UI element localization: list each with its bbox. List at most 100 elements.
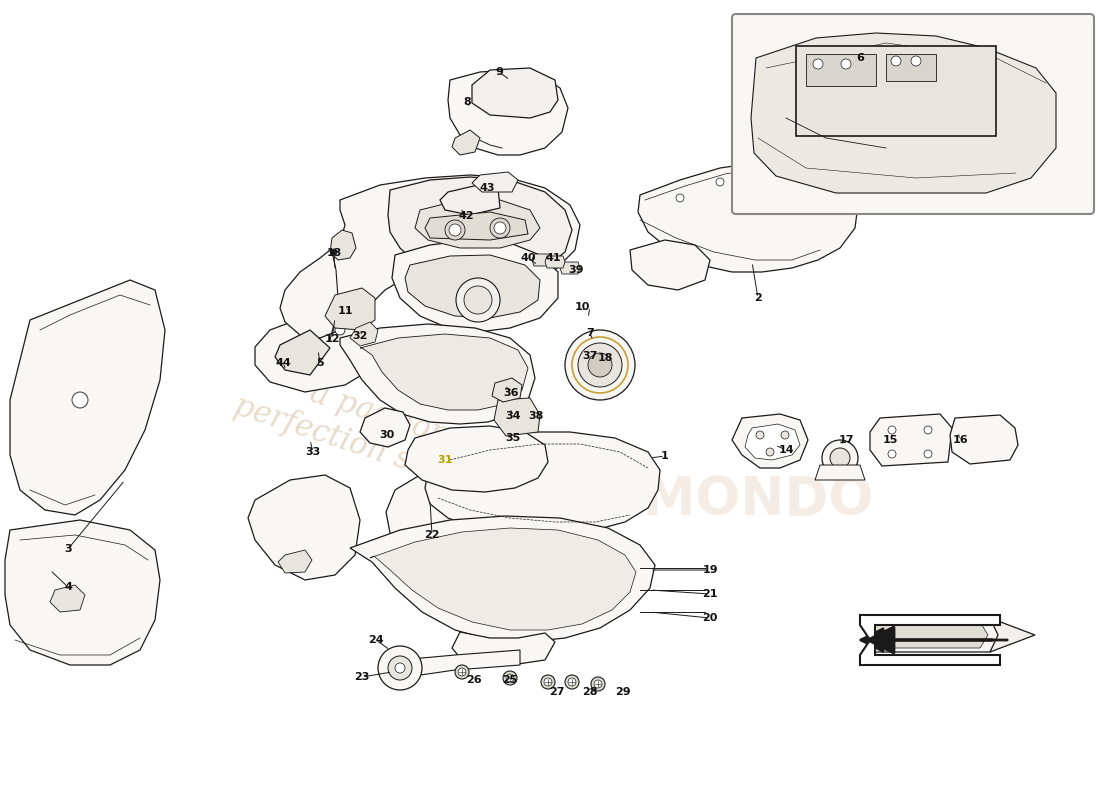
Polygon shape xyxy=(275,330,330,375)
Circle shape xyxy=(458,668,466,676)
Circle shape xyxy=(449,224,461,236)
Text: 36: 36 xyxy=(504,388,519,398)
Polygon shape xyxy=(248,475,360,580)
Text: 12: 12 xyxy=(324,334,340,344)
Text: 9: 9 xyxy=(495,67,503,77)
Circle shape xyxy=(455,665,469,679)
Circle shape xyxy=(822,440,858,476)
Text: 34: 34 xyxy=(505,411,520,421)
Text: 44: 44 xyxy=(275,358,290,368)
Polygon shape xyxy=(340,324,535,424)
Circle shape xyxy=(911,56,921,66)
Circle shape xyxy=(842,59,851,69)
Circle shape xyxy=(331,249,337,255)
Circle shape xyxy=(924,426,932,434)
Text: 37: 37 xyxy=(582,351,597,361)
Text: a passion for
perfection since 1985: a passion for perfection since 1985 xyxy=(230,356,570,524)
Text: 4: 4 xyxy=(64,582,72,592)
Polygon shape xyxy=(950,415,1018,464)
Text: 33: 33 xyxy=(306,447,320,457)
Polygon shape xyxy=(330,230,356,260)
Text: 7: 7 xyxy=(586,328,594,338)
Polygon shape xyxy=(494,398,540,436)
Circle shape xyxy=(395,663,405,673)
Circle shape xyxy=(565,330,635,400)
Text: 13: 13 xyxy=(327,248,342,258)
Circle shape xyxy=(565,675,579,689)
Circle shape xyxy=(494,222,506,234)
Polygon shape xyxy=(324,288,375,330)
Text: 20: 20 xyxy=(702,613,717,623)
Text: 23: 23 xyxy=(354,672,370,682)
Text: 17: 17 xyxy=(838,435,854,445)
Polygon shape xyxy=(405,255,540,318)
Polygon shape xyxy=(796,46,996,136)
Text: 30: 30 xyxy=(379,430,395,440)
Polygon shape xyxy=(990,618,1035,652)
Polygon shape xyxy=(472,68,558,118)
Polygon shape xyxy=(50,585,85,612)
Text: 38: 38 xyxy=(528,411,543,421)
Circle shape xyxy=(813,59,823,69)
Text: 15: 15 xyxy=(882,435,898,445)
Text: 16: 16 xyxy=(953,435,968,445)
Circle shape xyxy=(490,218,510,238)
Circle shape xyxy=(446,220,465,240)
Text: 42: 42 xyxy=(459,211,474,221)
Polygon shape xyxy=(815,465,865,480)
Polygon shape xyxy=(870,622,988,648)
Circle shape xyxy=(336,325,345,335)
Polygon shape xyxy=(544,256,565,268)
Text: 6: 6 xyxy=(856,53,864,63)
Circle shape xyxy=(756,170,764,178)
Circle shape xyxy=(280,343,290,353)
Circle shape xyxy=(796,170,804,178)
Text: 14: 14 xyxy=(778,445,794,455)
Polygon shape xyxy=(6,520,159,665)
Circle shape xyxy=(676,194,684,202)
Text: 21: 21 xyxy=(702,589,717,599)
Polygon shape xyxy=(400,650,520,678)
Circle shape xyxy=(544,678,552,686)
Text: 10: 10 xyxy=(574,302,590,312)
Polygon shape xyxy=(860,615,1000,665)
Text: BREMONDO: BREMONDO xyxy=(527,474,873,526)
Polygon shape xyxy=(472,172,518,192)
FancyBboxPatch shape xyxy=(732,14,1094,214)
Polygon shape xyxy=(278,550,312,573)
Text: 26: 26 xyxy=(466,675,482,685)
Circle shape xyxy=(541,675,556,689)
Polygon shape xyxy=(870,414,952,466)
Polygon shape xyxy=(630,240,710,290)
Text: 35: 35 xyxy=(505,433,520,443)
Polygon shape xyxy=(448,70,568,155)
Text: 43: 43 xyxy=(480,183,495,193)
Polygon shape xyxy=(751,33,1056,193)
Text: 18: 18 xyxy=(597,353,613,363)
Polygon shape xyxy=(386,472,475,558)
Polygon shape xyxy=(452,130,480,155)
Polygon shape xyxy=(732,414,808,468)
Polygon shape xyxy=(440,185,500,215)
Polygon shape xyxy=(638,162,858,272)
Polygon shape xyxy=(452,632,556,665)
Text: 11: 11 xyxy=(338,306,353,316)
Polygon shape xyxy=(10,280,165,515)
Polygon shape xyxy=(350,516,654,642)
Text: 31: 31 xyxy=(438,455,453,465)
Polygon shape xyxy=(255,310,375,392)
Text: 39: 39 xyxy=(569,265,584,275)
Circle shape xyxy=(766,448,774,456)
Text: 24: 24 xyxy=(368,635,384,645)
Polygon shape xyxy=(388,177,572,280)
Text: 25: 25 xyxy=(503,675,518,685)
Circle shape xyxy=(716,178,724,186)
Text: 3: 3 xyxy=(64,544,72,554)
Circle shape xyxy=(830,448,850,468)
Polygon shape xyxy=(360,334,528,410)
Circle shape xyxy=(591,677,605,691)
Circle shape xyxy=(378,646,422,690)
Polygon shape xyxy=(532,254,552,266)
Circle shape xyxy=(830,181,839,189)
Circle shape xyxy=(594,680,602,688)
